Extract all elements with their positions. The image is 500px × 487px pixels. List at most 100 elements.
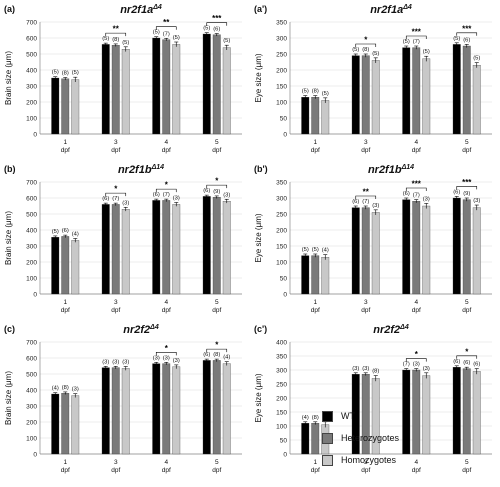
n-label: (6)	[203, 352, 210, 358]
y-tick-label: 400	[276, 340, 287, 347]
bar	[121, 209, 130, 295]
bar	[101, 44, 110, 135]
n-label: (3)	[223, 192, 230, 198]
panel-label: (b')	[254, 164, 268, 174]
y-axis-label: Eye size (μm)	[254, 373, 263, 422]
significance-bracket	[155, 188, 177, 193]
n-label: (5)	[372, 51, 379, 57]
significance-bracket	[155, 352, 177, 356]
x-tick-label-unit: dpf	[162, 307, 171, 314]
bar	[172, 44, 181, 135]
x-tick-label: 3	[364, 139, 368, 146]
n-label: (7)	[413, 193, 420, 199]
bar	[462, 45, 471, 135]
y-tick-label: 50	[280, 438, 288, 445]
y-axis-label: Brain size (μm)	[4, 371, 13, 425]
x-tick-label-unit: dpf	[212, 147, 221, 154]
x-tick-label-unit: dpf	[111, 467, 120, 474]
y-tick-label: 0	[283, 292, 287, 299]
bar	[311, 423, 320, 455]
bar	[152, 200, 161, 295]
n-label: (8)	[312, 415, 319, 421]
x-tick-label-unit: dpf	[61, 307, 70, 314]
bar	[472, 207, 481, 295]
y-tick-label: 250	[276, 212, 287, 219]
legend-label-homozygotes: Homozygotes	[341, 455, 397, 465]
significance-bracket	[155, 26, 177, 30]
y-tick-label: 150	[276, 84, 287, 91]
chart-title-superscript: Δ4	[402, 4, 412, 11]
n-label: (9)	[463, 191, 470, 197]
significance-label: **	[363, 188, 370, 197]
y-tick-label: 600	[26, 356, 37, 363]
y-tick-label: 0	[33, 292, 37, 299]
bar	[422, 58, 431, 135]
n-label: (8)	[362, 47, 369, 53]
bar	[301, 423, 310, 455]
n-label: (5)	[153, 30, 160, 36]
n-label: (7)	[112, 196, 119, 202]
y-axis-label: Eye size (μm)	[254, 213, 263, 262]
bar	[162, 363, 171, 455]
chart-title-gene: nr2f2	[123, 324, 150, 336]
y-tick-label: 300	[276, 368, 287, 375]
legend-swatch-heterozygotes	[322, 432, 333, 444]
n-label: (3)	[362, 366, 369, 372]
y-tick-label: 0	[33, 132, 37, 139]
x-tick-label-unit: dpf	[111, 147, 120, 154]
n-label: (8)	[372, 369, 379, 375]
bar	[222, 201, 231, 295]
significance-bracket	[355, 195, 377, 199]
y-tick-label: 0	[283, 452, 287, 459]
legend-swatch-homozygotes	[322, 454, 333, 466]
x-tick-label-unit: dpf	[311, 147, 320, 154]
n-label: (3)	[122, 359, 129, 365]
n-label: (5)	[173, 35, 180, 41]
significance-bracket	[206, 184, 228, 189]
n-label: (7)	[413, 39, 420, 45]
bar	[202, 33, 211, 135]
y-tick-label: 250	[276, 382, 287, 389]
y-tick-label: 200	[26, 420, 37, 427]
chart-title-gene: nr2f1b	[118, 164, 152, 176]
bar	[61, 236, 70, 295]
n-label: (3)	[112, 359, 119, 365]
x-tick-label: 4	[414, 459, 418, 466]
x-tick-label-unit: dpf	[361, 307, 370, 314]
x-tick-label: 1	[63, 299, 67, 306]
x-tick-label-unit: dpf	[412, 467, 421, 474]
significance-bracket	[105, 32, 127, 37]
x-tick-label-unit: dpf	[361, 467, 370, 474]
x-tick-label: 5	[215, 459, 219, 466]
bar	[472, 65, 481, 135]
y-tick-label: 150	[276, 244, 287, 251]
x-tick-label: 5	[465, 139, 469, 146]
panel-3: (b') nr2f1bΔ14 Eye size (μm) 0 50 100 150 200 25…	[254, 164, 492, 314]
n-label: (3)	[413, 362, 420, 368]
chart-title: nr2f1bΔ14	[118, 164, 164, 176]
bar	[61, 393, 70, 455]
chart-title: nr2f1aΔ4	[120, 4, 162, 16]
y-tick-label: 400	[26, 228, 37, 235]
bar	[212, 197, 221, 295]
significance-label: ***	[412, 28, 422, 37]
bar	[71, 240, 80, 295]
n-label: (5)	[223, 38, 230, 44]
x-tick-label-unit: dpf	[162, 147, 171, 154]
significance-bracket	[206, 22, 228, 26]
n-label: (3)	[163, 355, 170, 361]
n-label: (4)	[302, 415, 309, 421]
n-label: (4)	[72, 231, 79, 237]
x-tick-label-unit: dpf	[61, 467, 70, 474]
legend-item-wt: WT	[322, 408, 492, 424]
n-label: (5)	[403, 39, 410, 45]
x-tick-label: 4	[164, 139, 168, 146]
bar	[361, 55, 370, 135]
n-label: (3)	[423, 366, 430, 372]
chart-title: nr2f1bΔ14	[368, 164, 414, 176]
x-tick-label-unit: dpf	[111, 307, 120, 314]
bar	[402, 47, 411, 135]
bar	[51, 237, 60, 295]
y-tick-label: 300	[276, 36, 287, 43]
n-label: (5)	[102, 36, 109, 42]
